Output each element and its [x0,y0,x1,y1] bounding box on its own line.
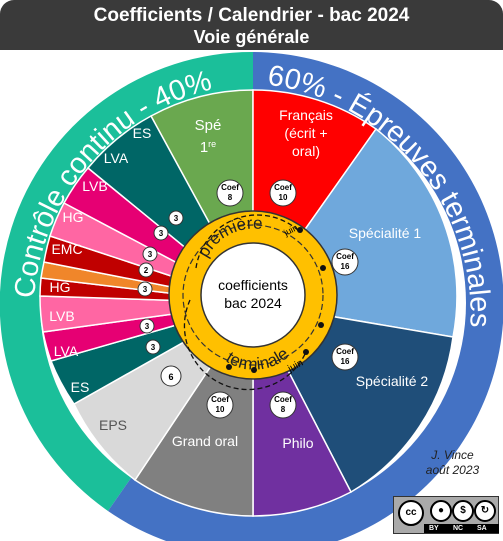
svg-text:3: 3 [148,250,153,259]
author-date: août 2023 [425,463,480,477]
cc-license-badge[interactable]: cc ● $ ↻ BY NC SA [393,496,499,534]
label-es-bottom: ES [71,379,90,395]
center-line-2: bac 2024 [224,295,282,311]
center-line-1: coefficients [218,277,288,293]
by-person-icon: ● [430,500,452,522]
label-emc: EMC [51,241,82,257]
svg-text:8: 8 [281,405,286,414]
svg-text:3: 3 [151,343,156,352]
svg-text:Coef: Coef [274,395,292,404]
coef-badge-lvb-top: 3 [153,225,169,241]
author-credit: J. Vince août 2023 [405,448,500,478]
label-lvb-top: LVB [82,178,107,194]
svg-text:16: 16 [341,357,350,366]
svg-text:3: 3 [143,285,148,294]
sa-share-icon: ↻ [474,500,496,522]
svg-text:6: 6 [168,372,173,382]
svg-text:3: 3 [159,229,164,238]
license-strip: BY NC SA [424,524,499,533]
label-es-top: ES [133,125,152,141]
coef-badge-eps: 6 [160,365,182,387]
page-subtitle: Voie générale [193,27,310,47]
svg-text:Coef: Coef [336,252,354,261]
svg-text:3: 3 [145,322,150,331]
label-specialite-2: Spécialité 2 [356,373,429,389]
coef-badge-lva-bottom: 3 [145,339,161,355]
label-eps: EPS [99,417,127,433]
label-lva-top: LVA [104,150,129,166]
svg-text:10: 10 [279,193,288,202]
label-grand-oral: Grand oral [172,433,238,449]
svg-text:3: 3 [174,214,179,223]
svg-text:Coef: Coef [274,183,292,192]
label-lvb-bottom: LVB [49,308,74,324]
coef-badge-lvb-bottom: 3 [139,318,155,334]
label-philo: Philo [282,435,313,451]
label-lva-bottom: LVA [54,343,79,359]
license-sa: SA [477,525,487,532]
coef-badge-hg-bottom: 3 [137,281,153,297]
svg-text:Coef: Coef [336,347,354,356]
coef-badge-lva-top: 3 [168,210,184,226]
author-name: J. Vince [431,448,474,462]
cc-logo-icon: cc [398,500,424,526]
timeline-dots [226,227,326,373]
coef-badge-hg-top: 3 [142,246,158,262]
header-bar: Coefficients / Calendrier - bac 2024 Voi… [0,0,503,50]
timeline-arrow-top [195,214,301,269]
label-spe: Spé [195,117,222,134]
svg-text:8: 8 [228,193,233,202]
center-track [182,224,324,366]
svg-text:16: 16 [341,262,350,271]
svg-text:2: 2 [144,266,149,275]
center-disc [200,242,306,348]
license-nc: NC [453,525,464,532]
nc-dollar-icon: $ [452,500,474,522]
license-by: BY [429,525,439,532]
svg-text:10: 10 [216,405,225,414]
timeline-arrow-bottom [183,299,307,391]
svg-text:Coef: Coef [221,183,239,192]
label-francais-3: oral) [292,143,320,159]
coef-badge-emc: 2 [138,262,154,278]
label-hg-top: HG [63,209,84,225]
label-francais-2: (écrit + [284,125,327,141]
svg-text:Coef: Coef [211,395,229,404]
page-title: Coefficients / Calendrier - bac 2024 [93,5,410,26]
label-hg-bottom: HG [50,279,71,295]
label-francais-1: Français [279,107,333,123]
label-specialite-1: Spécialité 1 [349,225,422,241]
